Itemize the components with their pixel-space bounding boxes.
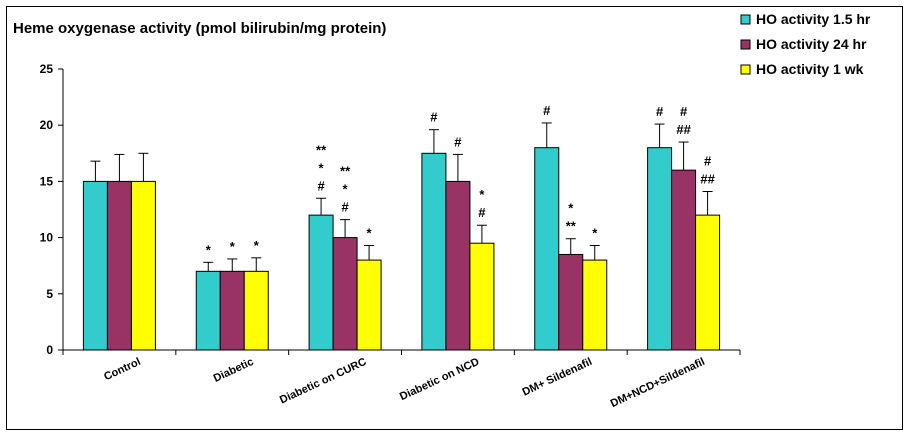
legend-label: HO activity 1 wk (756, 61, 864, 77)
bar (82, 180, 108, 351)
annotation-mark: ** (316, 142, 327, 157)
legend-swatch (740, 39, 751, 50)
category-label: Diabetic on NCD (398, 356, 481, 403)
annotation-mark: # (317, 178, 325, 193)
category-label: DM+NCD+Sildenafil (609, 356, 707, 410)
annotation-mark: # (680, 104, 688, 119)
bar (445, 180, 471, 351)
bar (469, 242, 495, 351)
annotation-mark: * (254, 238, 260, 253)
legend-swatch (740, 14, 751, 25)
y-tick-label: 0 (46, 343, 53, 357)
axes: 0 5 10 15 20 25 (40, 62, 741, 357)
annotation-mark: * (230, 239, 236, 254)
y-tick-label: 20 (40, 118, 54, 132)
y-tick-label: 5 (46, 287, 53, 301)
annotation-mark: ** (340, 164, 351, 179)
bar (219, 270, 245, 351)
annotation-mark: # (478, 205, 486, 220)
chart-title: Heme oxygenase activity (pmol bilirubin/… (13, 20, 386, 37)
category-labels: Control Diabetic Diabetic on CURC Diabetic … (102, 356, 707, 410)
annotation-mark: # (430, 110, 438, 125)
annotation-mark: ## (676, 122, 691, 137)
bar (695, 214, 721, 351)
bar (582, 259, 608, 351)
y-tick-label: 10 (40, 231, 54, 245)
y-tick-label: 15 (40, 174, 54, 188)
bar (243, 270, 269, 351)
annotation-mark: * (206, 242, 212, 257)
bar (106, 180, 132, 351)
category-label: DM+ Sildenafil (521, 356, 594, 399)
annotation-mark: # (341, 200, 349, 215)
category-label: Diabetic on CURC (278, 356, 368, 407)
legend: HO activity 1.5 hr HO activity 24 hr HO ac… (740, 11, 871, 77)
annotation-mark: * (343, 182, 349, 197)
bars (82, 122, 721, 351)
annotation-mark: # (454, 134, 462, 149)
significance-annotations: * * ****#***#*##*##*** *# ###### (206, 103, 716, 257)
annotation-mark: ## (700, 172, 715, 187)
bar (356, 259, 382, 351)
chart-frame (6, 6, 903, 430)
legend-label: HO activity 24 hr (756, 36, 867, 52)
bar (195, 270, 221, 351)
bar (647, 147, 673, 351)
annotation-mark: # (656, 104, 664, 119)
annotation-mark: * (367, 225, 373, 240)
legend-swatch (740, 64, 751, 75)
annotation-mark: # (543, 103, 551, 118)
bar (421, 152, 447, 351)
bar (308, 214, 334, 351)
annotation-mark: * (319, 160, 325, 175)
category-label: Diabetic (212, 356, 256, 385)
bar (332, 237, 358, 351)
bar (130, 180, 156, 351)
annotation-mark: # (704, 154, 712, 169)
annotation-mark: * (479, 187, 485, 202)
bar (558, 253, 584, 351)
bar (671, 169, 697, 351)
legend-label: HO activity 1.5 hr (756, 11, 871, 27)
annotation-mark: * (592, 225, 598, 240)
category-label: Control (102, 356, 143, 383)
annotation-mark: ** (566, 219, 577, 234)
bar (534, 147, 560, 351)
annotation-mark: * (568, 201, 574, 216)
y-tick-label: 25 (40, 62, 54, 76)
